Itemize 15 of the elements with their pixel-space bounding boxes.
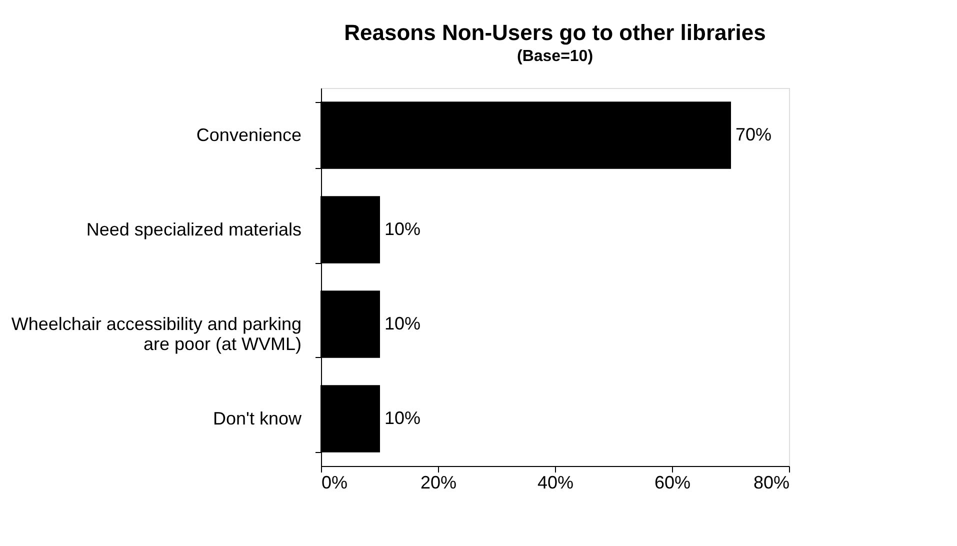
y-tick-label: Wheelchair accessibility and parking are poor (at WVML) (11, 314, 302, 354)
x-tick-label: 0% (322, 472, 348, 492)
chart-subtitle: (Base=10) (516, 48, 594, 65)
x-tick-label: 20% (420, 472, 457, 492)
y-tick-label: Convenience (196, 124, 302, 145)
data-label: 10% (384, 408, 421, 428)
x-tick-label: 60% (654, 472, 691, 492)
data-label: 70% (736, 124, 772, 144)
data-label: 10% (384, 218, 421, 239)
y-tick-label: Need specialized materials (86, 219, 302, 240)
chart-title: Reasons Non-Users go to other libraries (344, 20, 766, 45)
data-label: 10% (384, 313, 421, 334)
y-tick-label: Don't know (213, 408, 302, 428)
x-tick-label: 80% (753, 472, 790, 492)
x-tick-label: 40% (537, 472, 574, 492)
